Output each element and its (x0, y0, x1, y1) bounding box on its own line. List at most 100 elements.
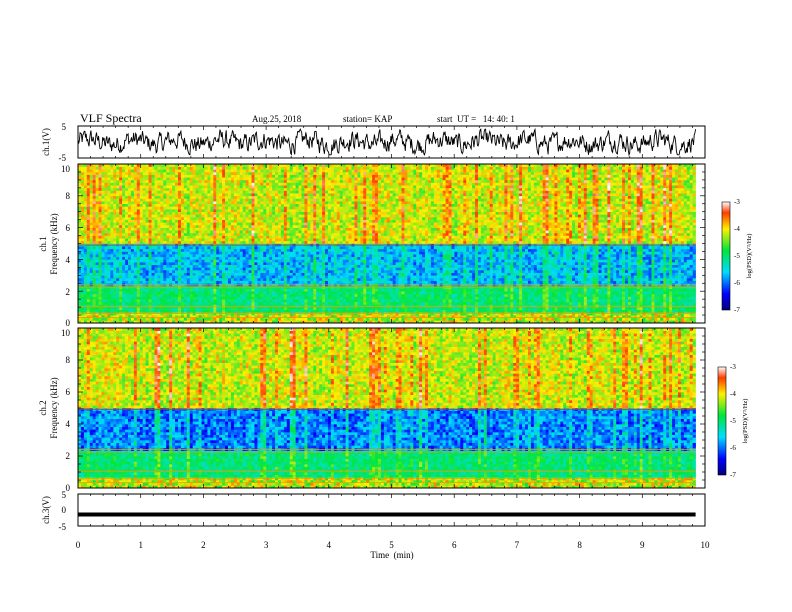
spectrogram-cell (686, 277, 691, 281)
spectrogram-cell (442, 307, 446, 311)
spectrogram-cell (442, 270, 446, 273)
spectrogram-cell (186, 280, 191, 284)
spectrogram-cell (389, 262, 393, 265)
spectrogram-cell (669, 293, 673, 297)
spectrogram-cell (663, 291, 667, 295)
spectrogram-cell (380, 267, 385, 271)
spectrogram-cell (195, 309, 199, 313)
spectrogram-cell (539, 277, 543, 281)
spectrogram-cell (310, 264, 314, 268)
spectrogram-cell (557, 315, 561, 318)
spectrogram-cell (519, 293, 523, 297)
spectrogram-cell (169, 272, 173, 276)
spectrogram-cell (425, 270, 429, 273)
spectrogram-cell (472, 270, 476, 273)
spectrogram-cell (592, 291, 596, 295)
spectrogram-cell (625, 291, 629, 295)
spectrogram-cell (422, 309, 426, 313)
spectrogram-cell (219, 288, 223, 292)
spectrogram-cell (163, 264, 167, 268)
spectrogram-cell (133, 312, 138, 316)
spectrogram-cell (195, 312, 199, 316)
spectrogram-cell (601, 264, 605, 268)
spectrogram-cell (483, 312, 488, 316)
spectrogram-cell (189, 275, 193, 279)
spectrogram-cell (151, 259, 155, 263)
spectrogram-cell (583, 280, 588, 284)
spectrogram-cell (510, 277, 514, 281)
spectrogram-cell (119, 293, 123, 297)
spectrogram-cell (192, 270, 196, 273)
spectrogram-cell (80, 312, 85, 316)
spectrogram-cell (345, 262, 349, 265)
spectrogram-cell (469, 299, 473, 303)
spectrogram-cell (154, 291, 158, 295)
spectrogram-cell (313, 267, 317, 271)
spectrogram-cell (160, 259, 164, 263)
spectrogram-cell (257, 320, 261, 324)
spectrogram-cell (213, 307, 217, 311)
spectrogram-cell (360, 293, 364, 297)
spectrogram-cell (345, 280, 349, 284)
spectrogram-cell (636, 277, 641, 281)
spectrogram-cell (136, 259, 141, 263)
spectrogram-cell (595, 309, 599, 313)
spectrogram-cell (413, 277, 417, 281)
spectrogram-cell (672, 312, 676, 316)
spectrogram-cell (369, 293, 373, 297)
spectrogram-cell (107, 291, 111, 295)
spectrogram-cell (128, 315, 132, 318)
spectrogram-cell (210, 259, 214, 263)
spectrogram-cell (104, 270, 108, 273)
spectrogram-cell (525, 280, 529, 284)
spectrogram-cell (613, 315, 617, 318)
spectrogram-cell (425, 293, 429, 297)
spectrogram-cell (163, 277, 167, 281)
spectrogram-cell (269, 277, 273, 281)
spectrogram-cell (345, 270, 349, 273)
spectrogram-cell (254, 296, 258, 300)
spectrogram-cell (469, 309, 473, 313)
spectrogram-cell (639, 296, 643, 300)
spectrogram-cell (572, 293, 576, 297)
spectrogram-cell (157, 280, 161, 284)
spectrogram-cell (469, 277, 473, 281)
spectrogram-cell (207, 288, 211, 292)
spectrogram-cell (583, 299, 588, 303)
spectrogram-cell (369, 296, 373, 300)
spectrogram-cell (148, 315, 152, 318)
spectrogram-cell (216, 296, 220, 300)
spectrogram-cell (366, 288, 370, 292)
spectrogram-cell (360, 307, 364, 311)
spectrogram-cell (377, 320, 382, 324)
spectrogram-cell (654, 307, 658, 311)
spectrogram-cell (554, 264, 558, 268)
spectrogram-cell (330, 312, 335, 316)
spectrogram-cell (472, 264, 476, 268)
spectrogram-cell (598, 275, 602, 279)
spectrogram-cell (560, 272, 564, 276)
spectrogram-cell (627, 262, 632, 265)
spectrogram-cell (689, 270, 693, 273)
spectrogram-cell (598, 270, 602, 273)
spectrogram-cell (213, 320, 217, 324)
spectrogram-cell (245, 312, 249, 316)
spectrogram-cell (163, 275, 167, 279)
spectrogram-cell (454, 320, 458, 324)
spectrogram-cell (128, 309, 132, 313)
spectrogram-cell (601, 301, 605, 305)
spectrogram-cell (495, 293, 499, 297)
spectrogram-cell (492, 270, 496, 273)
spectrogram-cell (422, 315, 426, 318)
spectrogram-cell (210, 309, 214, 313)
spectrogram-cell (463, 262, 467, 265)
spectrogram-cell (342, 317, 346, 321)
spectrogram-cell (254, 307, 258, 311)
spectrogram-cell (345, 320, 349, 324)
spectrogram-cell (645, 296, 649, 300)
spectrogram-cell (557, 309, 561, 313)
spectrogram-cell (410, 317, 414, 321)
spectrogram-cell (654, 296, 658, 300)
spectrogram-cell (542, 264, 546, 268)
spectrogram-cell (227, 280, 232, 284)
